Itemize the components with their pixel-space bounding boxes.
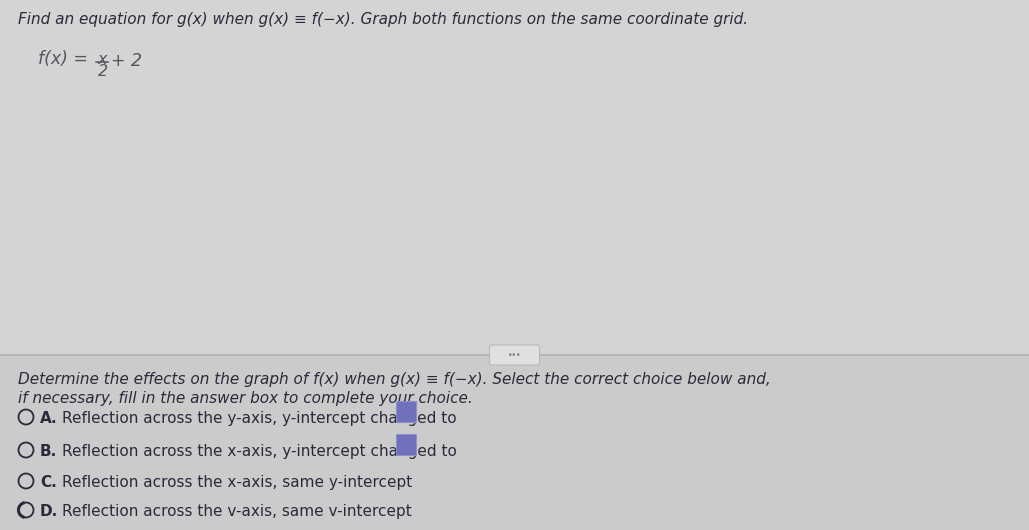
FancyBboxPatch shape [396,434,416,455]
Text: A.: A. [40,411,58,426]
Text: Reflection across the x-axis, y-intercept changed to: Reflection across the x-axis, y-intercep… [62,444,457,459]
Text: x: x [97,52,106,67]
Text: D.: D. [40,504,59,519]
Bar [0,0,1029,355]
Text: + 2: + 2 [111,52,142,70]
Text: if necessary, fill in the answer box to complete your choice.: if necessary, fill in the answer box to … [17,391,472,406]
Text: 2: 2 [98,64,108,79]
FancyBboxPatch shape [490,345,539,365]
Text: Determine the effects on the graph of f(x) when g(x) ≡ f(−x). Select the correct: Determine the effects on the graph of f(… [17,372,771,387]
Text: Find an equation for g(x) when g(x) ≡ f(−x). Graph both functions on the same co: Find an equation for g(x) when g(x) ≡ f(… [17,12,748,27]
Text: Reflection across the y-axis, y-intercept changed to: Reflection across the y-axis, y-intercep… [62,411,457,426]
Bar [0,355,1029,530]
Text: •••: ••• [507,350,522,359]
Text: B.: B. [40,444,58,459]
Text: Reflection across the v-axis, same v-intercept: Reflection across the v-axis, same v-int… [62,504,412,519]
Text: Reflection across the x-axis, same y-intercept: Reflection across the x-axis, same y-int… [62,475,413,490]
Text: C.: C. [40,475,57,490]
Text: f(x) =: f(x) = [38,50,94,68]
FancyBboxPatch shape [396,401,416,422]
